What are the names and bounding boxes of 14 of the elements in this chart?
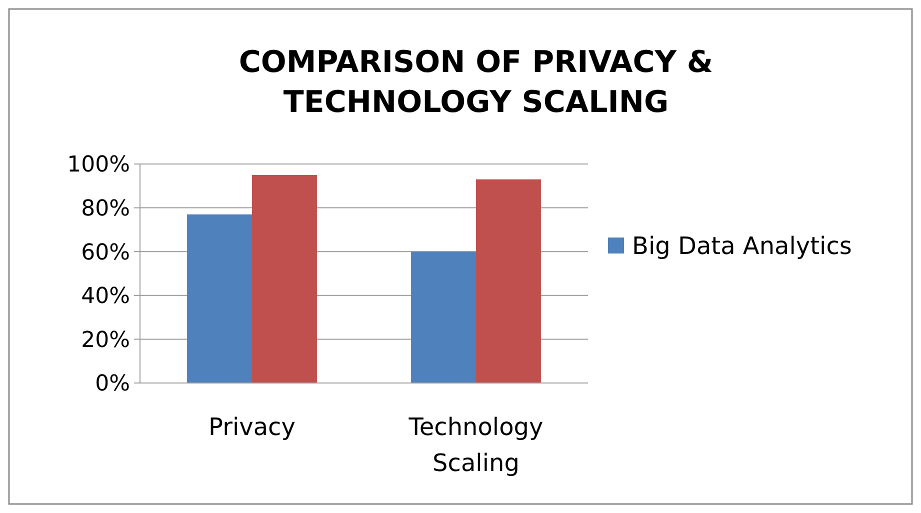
y-tick-label: 20% — [81, 328, 130, 353]
y-tick-label: 0% — [95, 372, 130, 397]
y-tick-label: 100% — [67, 152, 130, 178]
y-tick-label: 60% — [81, 240, 130, 266]
chart-title: COMPARISON OF PRIVACY & TECHNOLOGY SCALING — [238, 45, 714, 120]
bar — [252, 174, 317, 383]
x-tick-label: Privacy — [208, 413, 296, 441]
bar — [476, 179, 541, 383]
x-tick-label: Technology Scaling — [408, 413, 544, 477]
bar — [411, 252, 476, 383]
bar — [187, 214, 252, 383]
legend-label: Big Data Analytics — [632, 232, 852, 260]
y-tick-label: 40% — [81, 284, 130, 310]
y-tick-label: 80% — [81, 196, 130, 222]
